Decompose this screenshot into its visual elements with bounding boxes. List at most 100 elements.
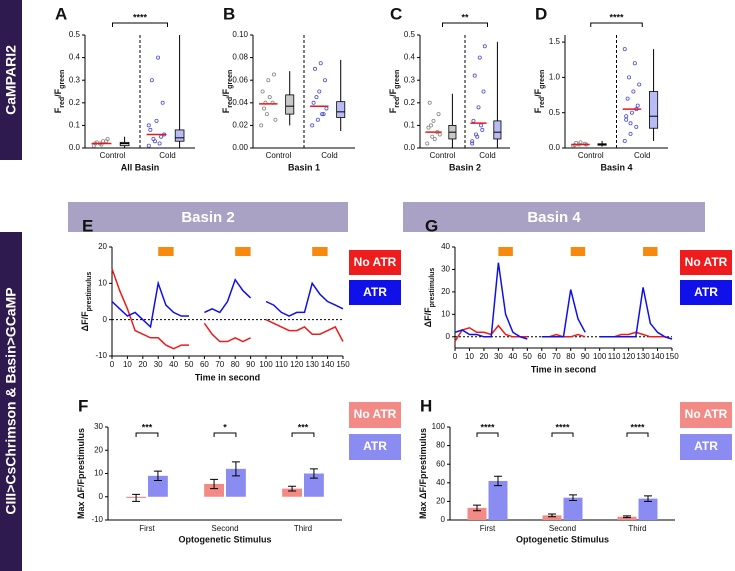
y-tick-label: 0.4 — [404, 53, 416, 62]
data-point — [634, 124, 639, 129]
data-point — [428, 123, 433, 128]
significance: *** — [142, 422, 153, 432]
data-point — [160, 100, 165, 105]
data-point — [314, 95, 319, 100]
y-tick-label: -10 — [91, 515, 103, 524]
x-tick-label: 80 — [566, 352, 575, 361]
x-tick-label: Second — [549, 524, 576, 533]
data-point — [264, 112, 269, 117]
data-point — [267, 95, 272, 100]
data-point — [315, 117, 320, 122]
data-point — [431, 118, 436, 123]
bar — [488, 480, 508, 520]
legend-box — [349, 280, 401, 305]
data-point — [146, 123, 151, 128]
x-tick-label: 90 — [581, 352, 590, 361]
legend-box — [680, 280, 732, 305]
side-bar — [0, 0, 22, 160]
side-label: CaMPARI2 — [3, 45, 19, 115]
x-axis-label: Optogenetic Stimulus — [178, 534, 271, 544]
y-axis-label: Fred/Fgreen — [221, 70, 234, 113]
stimulus-bar — [643, 247, 658, 256]
panel-letter: H — [420, 396, 432, 415]
data-point — [622, 47, 627, 52]
x-tick-label: 110 — [608, 352, 621, 361]
legend-box — [349, 250, 401, 275]
data-point — [473, 132, 478, 137]
x-tick-label: 140 — [651, 352, 665, 361]
y-axis-label-part: prestimulus — [86, 272, 93, 312]
error-bar — [309, 468, 318, 479]
data-point — [432, 136, 437, 141]
x-tick-label: Control — [100, 151, 126, 160]
data-point — [476, 105, 481, 110]
data-point — [151, 136, 156, 141]
y-tick-label: 0 — [446, 332, 451, 341]
y-axis-label: Max ΔF/Fprestimulus — [76, 428, 86, 519]
y-axis-label-part: F — [221, 107, 231, 113]
x-tick-label: Cold — [321, 151, 337, 160]
significance: * — [223, 422, 227, 432]
sig-bracket — [112, 22, 168, 27]
x-tick-label: 120 — [290, 360, 304, 369]
y-axis-label-part: /F — [388, 88, 398, 97]
box — [336, 101, 346, 118]
x-tick-label: 80 — [231, 360, 240, 369]
y-tick-label: 10 — [98, 278, 107, 287]
y-tick-label: 0.0 — [549, 143, 561, 152]
bar — [304, 473, 324, 497]
y-tick-label: 0.3 — [404, 75, 416, 84]
y-tick-label: 0.2 — [404, 98, 416, 107]
x-tick-label: Third — [628, 524, 646, 533]
x-tick-label: 150 — [665, 352, 679, 361]
x-axis-label: Basin 1 — [288, 162, 320, 172]
panel-letter: C — [390, 4, 402, 23]
bar — [617, 516, 637, 520]
data-point — [310, 123, 315, 128]
y-tick-label: 0.4 — [69, 53, 81, 62]
y-tick-label: 20 — [441, 287, 450, 296]
data-point — [430, 134, 435, 139]
error-bar — [623, 515, 631, 519]
y-axis-label-part: ΔF/F — [423, 307, 433, 327]
significance: **** — [133, 12, 148, 22]
legend-label: ATR — [363, 285, 387, 299]
bar — [226, 468, 246, 497]
box — [649, 91, 659, 129]
stimulus-bar — [312, 247, 328, 256]
group-header: Basin 2 — [181, 209, 234, 226]
data-point — [470, 141, 475, 146]
x-tick-label: 70 — [552, 352, 561, 361]
x-tick-label: 10 — [123, 360, 132, 369]
error-bar — [231, 461, 240, 477]
panel-letter: E — [82, 216, 93, 235]
stimulus-bar — [498, 247, 513, 256]
data-point — [470, 139, 475, 144]
x-tick-label: 140 — [321, 360, 335, 369]
y-axis-label-part: ΔF/F — [80, 311, 90, 331]
x-tick-label: Control — [430, 151, 456, 160]
y-axis-label-part: F — [388, 107, 398, 113]
error-bar — [569, 494, 577, 501]
legend-label: No ATR — [685, 255, 728, 269]
legend-box — [680, 250, 732, 275]
x-tick-label: 60 — [200, 360, 209, 369]
y-axis-label: Fred/Fgreen — [388, 70, 401, 113]
data-point — [629, 110, 634, 115]
x-tick-label: Control — [266, 151, 292, 160]
data-point — [482, 44, 487, 49]
sig-bracket — [626, 432, 649, 437]
data-point — [260, 89, 265, 94]
significance: ** — [461, 12, 469, 22]
data-point — [628, 121, 633, 126]
significance: **** — [630, 422, 645, 432]
y-tick-label: 0.06 — [232, 75, 248, 84]
data-point — [157, 141, 162, 146]
x-tick-label: 60 — [537, 352, 546, 361]
stimulus-bar — [235, 247, 251, 256]
data-point — [481, 89, 486, 94]
sig-bracket — [476, 432, 499, 437]
y-axis-label-part: F — [53, 107, 63, 113]
data-point — [426, 125, 431, 130]
data-point — [637, 82, 642, 87]
